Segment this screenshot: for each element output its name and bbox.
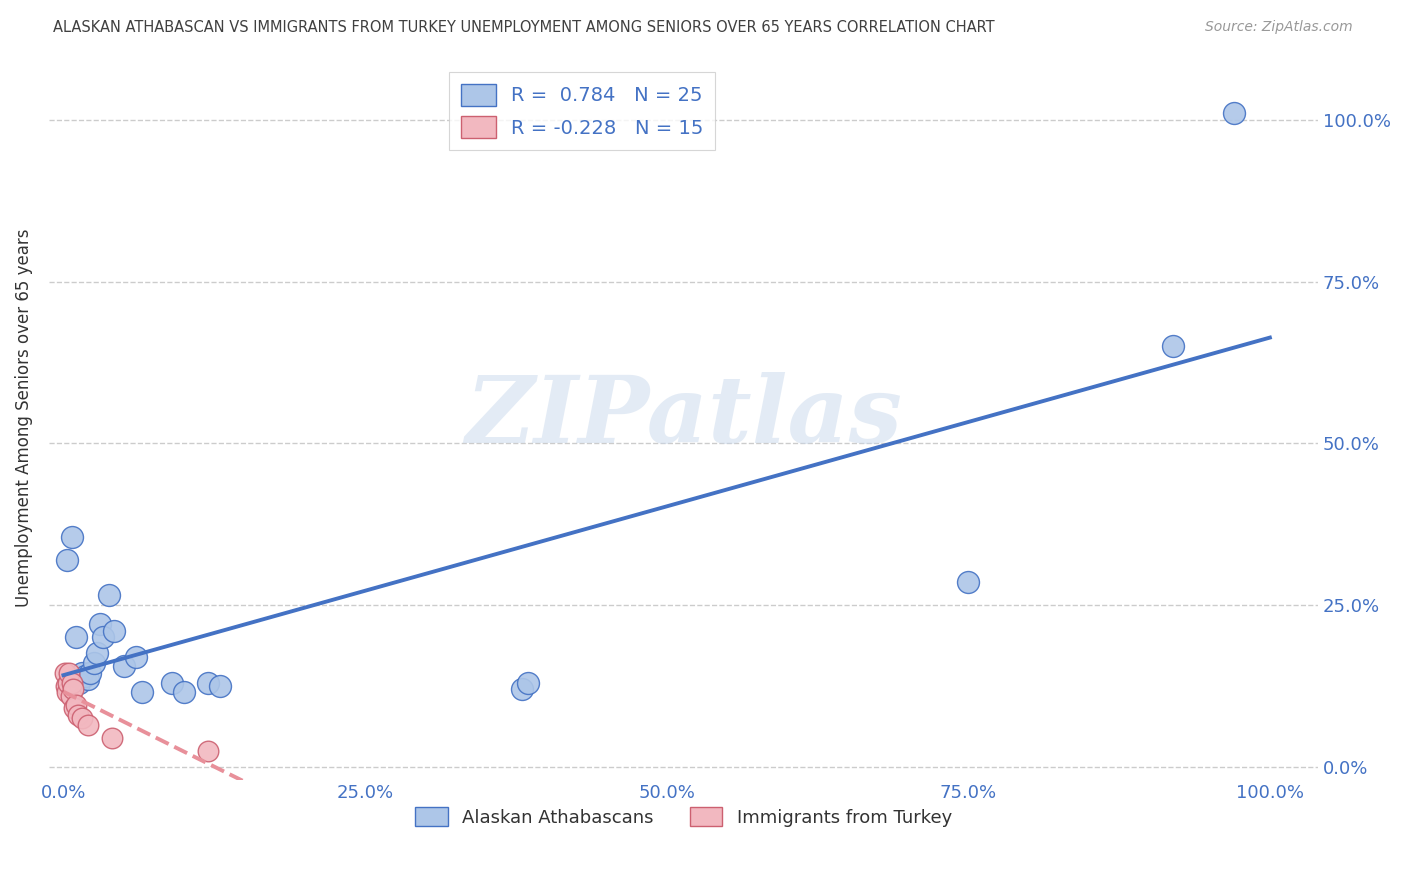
Point xyxy=(58,665,80,680)
Point xyxy=(516,675,538,690)
Point xyxy=(75,669,97,683)
Point xyxy=(59,689,82,703)
Point xyxy=(76,717,98,731)
Point xyxy=(58,675,80,690)
Point xyxy=(197,743,219,757)
Point xyxy=(56,685,79,699)
Point xyxy=(1222,106,1244,120)
Point xyxy=(79,665,101,680)
Point xyxy=(53,665,76,680)
Point xyxy=(957,575,980,590)
Point xyxy=(70,665,93,680)
Text: ZIPatlas: ZIPatlas xyxy=(465,372,903,462)
Point xyxy=(91,630,114,644)
Point xyxy=(83,656,105,670)
Point xyxy=(112,659,135,673)
Point xyxy=(63,701,86,715)
Point xyxy=(60,675,83,690)
Text: Source: ZipAtlas.com: Source: ZipAtlas.com xyxy=(1205,20,1353,34)
Point xyxy=(65,698,87,713)
Point xyxy=(98,588,121,602)
Point xyxy=(197,675,219,690)
Point xyxy=(86,647,108,661)
Point xyxy=(510,681,533,696)
Point xyxy=(56,552,79,566)
Text: ALASKAN ATHABASCAN VS IMMIGRANTS FROM TURKEY UNEMPLOYMENT AMONG SENIORS OVER 65 : ALASKAN ATHABASCAN VS IMMIGRANTS FROM TU… xyxy=(53,20,995,35)
Point xyxy=(125,649,148,664)
Point xyxy=(131,685,153,699)
Point xyxy=(65,630,87,644)
Point xyxy=(62,681,84,696)
Point xyxy=(103,624,125,638)
Point xyxy=(67,675,90,690)
Point xyxy=(1163,339,1185,353)
Point xyxy=(89,617,111,632)
Point xyxy=(160,675,183,690)
Point xyxy=(55,679,77,693)
Point xyxy=(70,711,93,725)
Point xyxy=(60,530,83,544)
Point xyxy=(173,685,195,699)
Legend: Alaskan Athabascans, Immigrants from Turkey: Alaskan Athabascans, Immigrants from Tur… xyxy=(406,798,960,836)
Point xyxy=(209,679,232,693)
Point xyxy=(76,673,98,687)
Point xyxy=(66,707,89,722)
Point xyxy=(100,731,122,745)
Y-axis label: Unemployment Among Seniors over 65 years: Unemployment Among Seniors over 65 years xyxy=(15,228,32,607)
